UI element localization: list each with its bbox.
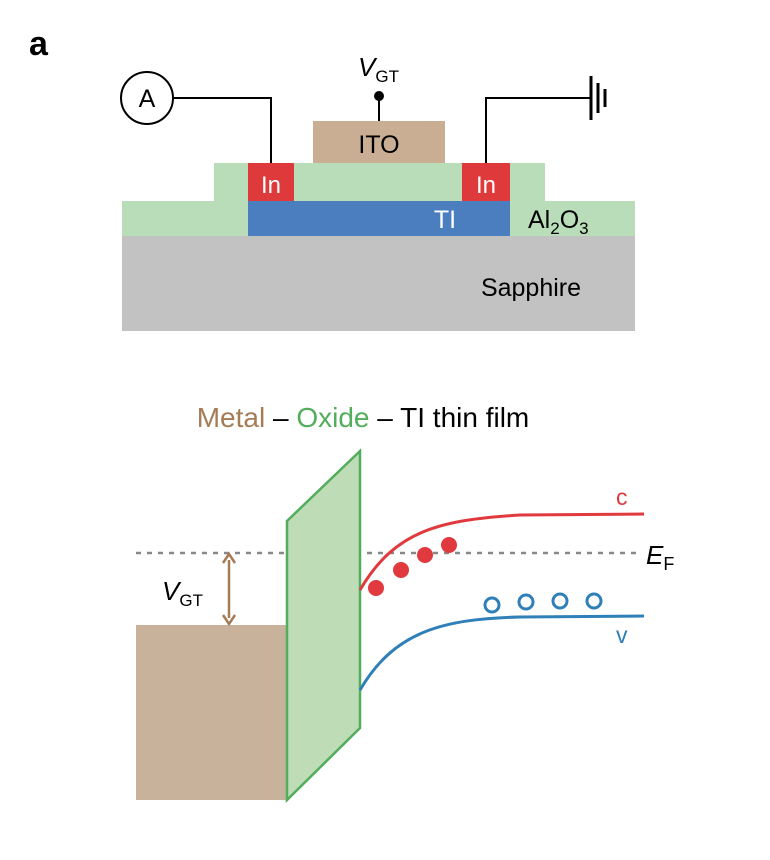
ground-icon	[589, 76, 607, 120]
valence-band	[358, 614, 645, 691]
electron	[368, 580, 384, 596]
ammeter-wire	[174, 97, 272, 163]
ground-wire	[485, 97, 591, 163]
indium-contact-left	[248, 163, 294, 201]
valence-band-label: v	[616, 622, 628, 648]
ti-channel	[248, 201, 510, 236]
indium-contact-right	[462, 163, 510, 201]
device-schematic: Sapphire TI In In ITO Al2O3 VGT A	[120, 52, 635, 331]
sapphire-label: Sapphire	[481, 274, 581, 302]
gate-voltage-label: VGT	[358, 52, 399, 86]
fermi-level-label: EF	[646, 540, 674, 574]
metal-block	[136, 625, 287, 800]
ti-label: TI	[434, 206, 456, 234]
electron	[417, 547, 433, 563]
conduction-band-label: c	[616, 484, 628, 510]
hole	[585, 592, 603, 610]
ammeter-symbol: A	[139, 85, 156, 113]
hole	[483, 596, 501, 614]
panel-label: a	[29, 25, 49, 63]
hole	[551, 592, 569, 610]
electron	[441, 537, 457, 553]
bias-voltage-label: VGT	[162, 576, 203, 610]
ito-label: ITO	[358, 131, 399, 159]
sapphire-substrate	[122, 236, 635, 331]
band-diagram: Metal – Oxide – TI thin film EF VGT c v	[136, 402, 674, 803]
band-diagram-title: Metal – Oxide – TI thin film	[197, 402, 530, 433]
alumina-label: Al2O3	[528, 206, 589, 238]
electron	[393, 562, 409, 578]
hole	[517, 593, 535, 611]
gate-terminal-dot	[374, 91, 384, 101]
indium-right-label: In	[476, 172, 496, 199]
ammeter-icon	[120, 71, 174, 125]
ito-gate	[313, 121, 445, 163]
indium-left-label: In	[261, 172, 281, 199]
oxide-barrier	[285, 448, 362, 803]
conduction-band	[358, 512, 645, 591]
bias-arrow	[221, 551, 237, 627]
